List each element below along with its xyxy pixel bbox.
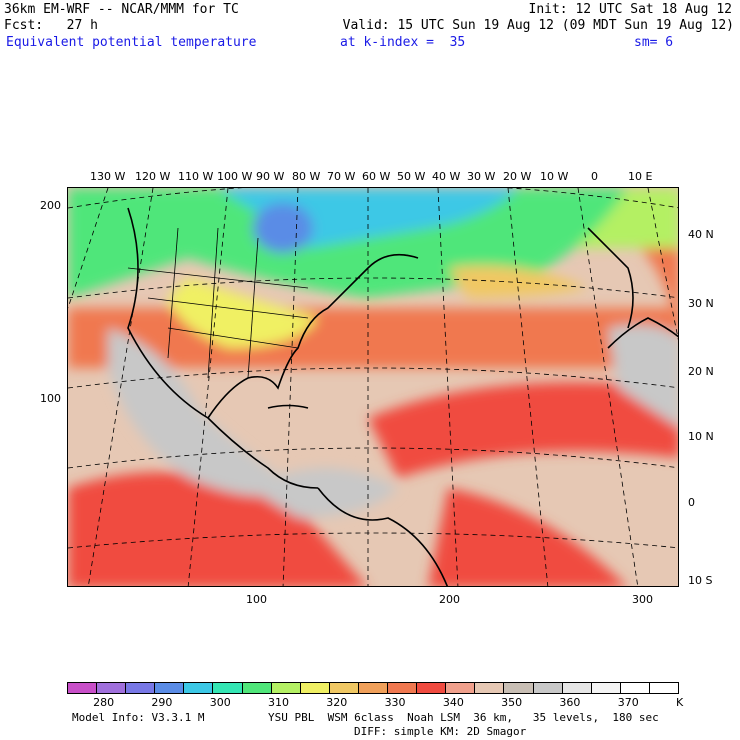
colorbar-swatch xyxy=(329,683,359,693)
mexico-dry xyxy=(108,328,298,496)
lon-label: 90 W xyxy=(256,170,285,183)
lon-label: 100 W xyxy=(217,170,253,183)
grid-label-bottom: 200 xyxy=(439,593,460,606)
colorbar-swatch xyxy=(126,683,156,693)
colorbar-swatch xyxy=(271,683,301,693)
atlantic-orange xyxy=(448,265,588,298)
lon-label: 0 xyxy=(591,170,598,183)
physics-info-2: DIFF: simple KM: 2D Smagor xyxy=(354,725,527,738)
lon-label: 70 W xyxy=(327,170,356,183)
colorbar-label: 350 xyxy=(501,696,523,709)
colorbar-swatch xyxy=(591,683,621,693)
colorbar-swatch xyxy=(213,683,243,693)
lat-label: 10 S xyxy=(688,574,713,587)
hudson-blue xyxy=(253,203,313,253)
colorbar-swatch xyxy=(417,683,447,693)
colorbar-swatch xyxy=(562,683,592,693)
colorbar-swatch xyxy=(358,683,389,693)
lon-label: 30 W xyxy=(467,170,496,183)
lat-label: 10 N xyxy=(688,430,714,443)
colorbar-swatch xyxy=(184,683,214,693)
lon-label: 10 W xyxy=(540,170,569,183)
lat-label: 30 N xyxy=(688,297,714,310)
grid-label-left: 100 xyxy=(40,392,61,405)
init-time: Init: 12 UTC Sat 18 Aug 12 xyxy=(528,2,733,17)
lat-label: 40 N xyxy=(688,228,714,241)
valid-time: Valid: 15 UTC Sun 19 Aug 12 (09 MDT Sun … xyxy=(342,18,734,33)
lat-label: 0 xyxy=(688,496,695,509)
colorbar-swatch xyxy=(155,683,185,693)
grid-label-left: 200 xyxy=(40,199,61,212)
physics-info-1: YSU PBL WSM 6class Noah LSM 36 km, 35 le… xyxy=(268,711,659,724)
lon-label: 130 W xyxy=(90,170,126,183)
lon-label: 120 W xyxy=(135,170,171,183)
smoothing-label: sm= 6 xyxy=(634,35,674,50)
colorbar-swatch xyxy=(97,683,127,693)
colorbar-swatch xyxy=(620,683,650,693)
colorbar-swatch xyxy=(300,683,330,693)
forecast-hour: Fcst: 27 h xyxy=(4,18,98,33)
lon-label: 20 W xyxy=(503,170,532,183)
pacific-warm-band xyxy=(68,472,367,586)
colorbar-swatch xyxy=(475,683,505,693)
colorbar xyxy=(67,682,679,694)
colorbar-swatch xyxy=(504,683,534,693)
colorbar-label: 300 xyxy=(209,696,231,709)
grid-label-bottom: 100 xyxy=(246,593,267,606)
model-title: 36km EM-WRF -- NCAR/MMM for TC xyxy=(4,2,239,17)
state-borders xyxy=(127,227,309,379)
colorbar-label: 280 xyxy=(93,696,115,709)
map-plot xyxy=(67,187,679,587)
graticule xyxy=(68,188,678,586)
colorbar-label: 360 xyxy=(559,696,581,709)
lon-label: 50 W xyxy=(397,170,426,183)
lon-label: 80 W xyxy=(292,170,321,183)
us-yellow xyxy=(168,278,318,348)
colorbar-label: 370 xyxy=(617,696,639,709)
sahara-dry xyxy=(608,324,678,427)
colorbar-label: 310 xyxy=(268,696,289,709)
field-name: Equivalent potential temperature xyxy=(6,35,257,50)
colorbar-unit: K xyxy=(676,696,684,709)
grid-label-bottom: 300 xyxy=(632,593,653,606)
lat-label: 20 N xyxy=(688,365,714,378)
colorbar-swatch xyxy=(533,683,563,693)
colorbar-label: 330 xyxy=(384,696,406,709)
colorbar-swatch xyxy=(68,683,98,693)
colorbar-label: 340 xyxy=(442,696,464,709)
colorbar-swatch xyxy=(242,683,272,693)
lon-label: 60 W xyxy=(362,170,391,183)
map-canvas xyxy=(68,188,678,586)
colorbar-swatch xyxy=(388,683,418,693)
model-info: Model Info: V3.3.1 M xyxy=(72,711,205,724)
colorbar-swatch xyxy=(446,683,476,693)
colorbar-label: 320 xyxy=(326,696,348,709)
k-index-label: at k-index = 35 xyxy=(340,35,466,50)
itcz-band xyxy=(368,382,678,478)
colorbar-label: 290 xyxy=(151,696,173,709)
lon-label: 10 E xyxy=(628,170,653,183)
colorbar-swatch xyxy=(649,683,678,693)
lon-label: 40 W xyxy=(432,170,461,183)
lon-label: 110 W xyxy=(178,170,214,183)
